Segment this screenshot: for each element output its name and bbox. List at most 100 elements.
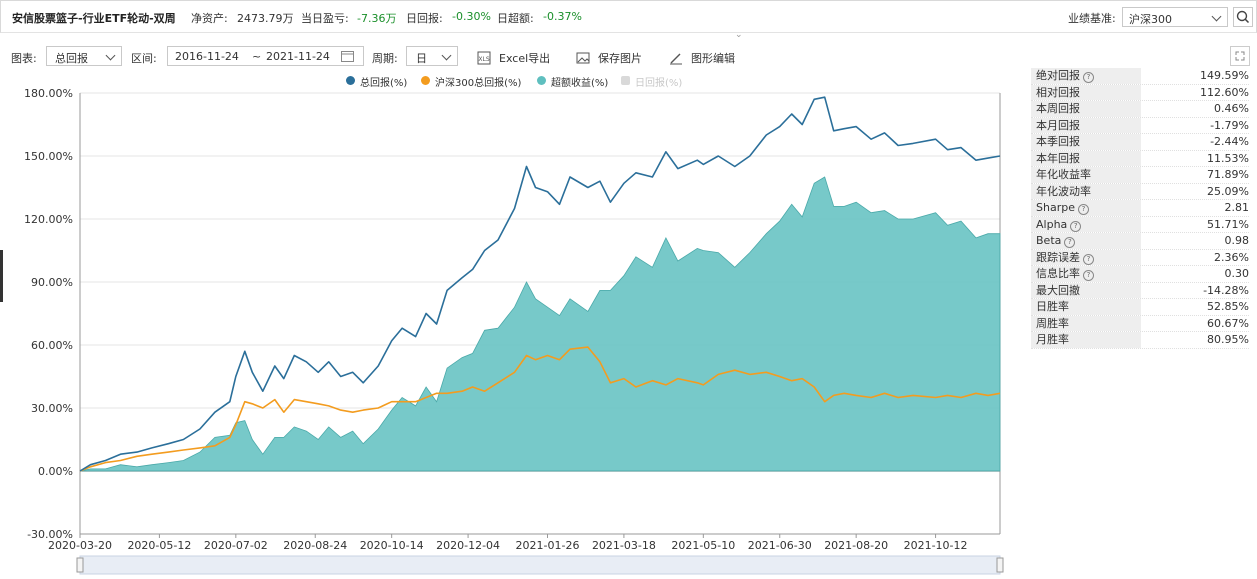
stat-row: 年化收益率 71.89% (1031, 167, 1249, 184)
date-range-input[interactable]: 2016-11-24 ~ 2021-11-24 (167, 46, 364, 66)
help-icon[interactable]: ? (1083, 72, 1094, 83)
x-tick-label: 2021-10-12 (904, 539, 968, 552)
period-value: 日 (416, 52, 427, 65)
x-tick-label: 2020-03-20 (48, 539, 112, 552)
stat-value: 2.36% (1214, 250, 1249, 264)
stat-value: 112.60% (1200, 85, 1249, 99)
legend-square (621, 76, 630, 85)
image-icon (576, 52, 590, 64)
chevron-down-icon (441, 50, 452, 61)
stat-row: 年化波动率 25.09% (1031, 183, 1249, 200)
x-tick-label: 2020-12-04 (436, 539, 500, 552)
stat-row: Sharpe? 2.81 (1031, 200, 1249, 217)
stat-label: 跟踪误差? (1031, 249, 1141, 265)
x-tick-label: 2020-10-14 (360, 539, 424, 552)
daily-excess-value: -0.37% (543, 10, 582, 23)
stat-value: 80.95% (1207, 333, 1249, 346)
stat-label: 最大回撤 (1031, 282, 1141, 298)
collapse-chevron-icon[interactable]: ⌄ (735, 30, 743, 40)
stat-label: 本季回报 (1031, 134, 1141, 150)
help-icon[interactable]: ? (1070, 220, 1082, 232)
help-icon[interactable]: ? (1083, 253, 1094, 265)
stat-label: Beta? (1031, 233, 1141, 249)
daily-pnl-label: 当日盈亏: (301, 12, 349, 25)
net-assets-value: 2473.79万 (237, 12, 294, 25)
series-excess-area (79, 176, 1001, 472)
save-image-label: 保存图片 (598, 52, 642, 65)
edit-chart-label: 图形编辑 (691, 52, 735, 65)
net-assets-label: 净资产: (191, 12, 228, 25)
stat-row: 日胜率 52.85% (1031, 299, 1249, 316)
chart-type-value: 总回报 (55, 52, 88, 65)
series-total-line (79, 96, 1001, 472)
stat-value: 2.81 (1224, 201, 1250, 214)
stat-label: Sharpe? (1031, 200, 1141, 216)
stat-label: Alpha? (1031, 216, 1141, 232)
stat-value: -14.28% (1203, 283, 1249, 297)
stat-row: 本周回报 0.46% (1031, 101, 1249, 118)
stat-row: 绝对回报? 149.59% (1031, 68, 1249, 85)
benchmark-label: 业绩基准: (1068, 12, 1116, 25)
stat-row: Alpha? 51.71% (1031, 216, 1249, 233)
legend-dot (346, 76, 355, 85)
x-tick-label: 2021-08-20 (824, 539, 888, 552)
stat-row: 跟踪误差? 2.36% (1031, 249, 1249, 266)
fullscreen-button[interactable] (1230, 46, 1250, 66)
help-icon[interactable]: ? (1077, 204, 1089, 215)
x-tick-label: 2020-07-02 (204, 539, 268, 552)
stat-label: 绝对回报? (1031, 68, 1141, 84)
legend-label: 沪深300总回报(%) (435, 78, 522, 89)
excel-export-label: Excel导出 (499, 52, 551, 65)
fund-name: 安信股票篮子-行业ETF轮动-双周 (12, 12, 176, 25)
period-label: 周期: (372, 52, 398, 65)
x-tick-label: 2021-05-10 (671, 539, 735, 552)
calendar-icon (341, 51, 354, 62)
stats-table: 绝对回报? 149.59% 相对回报 112.60% 本周回报 0.46% 本月回报 -1.7… (1031, 68, 1249, 349)
search-icon (1236, 10, 1250, 24)
stat-label: 日胜率 (1031, 299, 1141, 315)
stat-row: 本季回报 -2.44% (1031, 134, 1249, 151)
stat-value: 0.46% (1214, 102, 1249, 115)
benchmark-select[interactable]: 沪深300 (1122, 7, 1228, 27)
legend-label: 超额收益(%) (551, 78, 609, 89)
expand-icon (1235, 51, 1245, 61)
stat-label: 本周回报 (1031, 101, 1141, 117)
stat-value: 51.71% (1207, 217, 1249, 231)
legend-dot (537, 76, 546, 85)
range-label: 区间: (131, 52, 157, 65)
y-tick-label: 90.00% (31, 276, 73, 289)
y-tick-label: 180.00% (24, 87, 73, 100)
stat-value: 71.89% (1207, 168, 1249, 181)
stat-row: 相对回报 112.60% (1031, 84, 1249, 101)
search-button[interactable] (1233, 7, 1253, 27)
stat-label: 本年回报 (1031, 150, 1141, 166)
stat-value: 60.67% (1207, 316, 1249, 330)
svg-text:XLS: XLS (478, 56, 489, 63)
side-tab[interactable] (0, 250, 3, 302)
stat-row: 最大回撤 -14.28% (1031, 282, 1249, 299)
stat-value: 0.98 (1224, 234, 1250, 247)
range-separator: ~ (252, 50, 262, 63)
range-slider-handle-left (76, 557, 84, 573)
y-tick-label: 120.00% (24, 213, 73, 226)
daily-pnl-value: -7.36万 (357, 12, 397, 25)
y-tick-label: 30.00% (31, 402, 73, 415)
legend-label: 总回报(%) (360, 78, 408, 89)
period-select[interactable]: 日 (406, 46, 458, 66)
stat-value: -2.44% (1210, 135, 1249, 148)
chart-type-select[interactable]: 总回报 (46, 46, 122, 66)
stat-label: 年化波动率 (1031, 183, 1141, 199)
stat-label: 本月回报 (1031, 117, 1141, 133)
pencil-icon (670, 53, 682, 65)
header-bar: 安信股票篮子-行业ETF轮动-双周 净资产: 2473.79万 当日盈亏: -7… (0, 0, 1257, 33)
benchmark-value: 沪深300 (1129, 13, 1172, 26)
range-slider-handle-right (996, 557, 1004, 573)
chevron-down-icon (105, 50, 116, 61)
y-tick-label: -30.00% (27, 528, 73, 541)
help-icon[interactable]: ? (1064, 237, 1076, 248)
stat-row: 月胜率 80.95% (1031, 332, 1249, 349)
legend-dot (421, 76, 430, 85)
stat-row: 本月回报 -1.79% (1031, 117, 1249, 134)
help-icon[interactable]: ? (1083, 270, 1094, 281)
chevron-down-icon (1211, 11, 1222, 22)
